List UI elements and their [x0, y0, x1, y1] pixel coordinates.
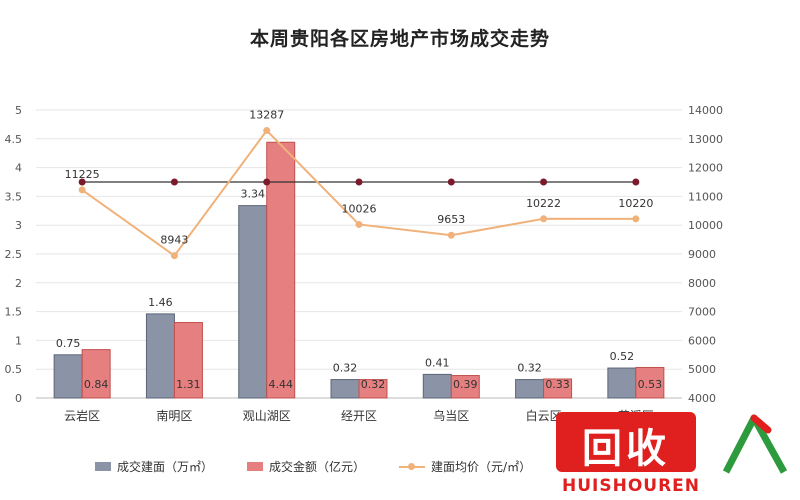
price-point — [632, 215, 640, 223]
price-label: 13287 — [249, 109, 284, 122]
bar-amount — [635, 366, 665, 399]
legend-swatch-price — [399, 462, 426, 470]
legend-label-price: 建面均价（元/㎡） — [431, 460, 532, 474]
bar-label-area: 0.41 — [425, 356, 450, 369]
legend-item-amount: 成交金额（亿元） — [247, 458, 365, 475]
bar-amount — [450, 375, 480, 399]
reference-point — [78, 178, 86, 186]
y-left-tick-label: 0.5 — [5, 363, 23, 376]
price-point — [447, 231, 455, 239]
bar-amount — [543, 378, 573, 399]
watermark-logo: 回收 HUISHOUREN — [548, 404, 800, 500]
y-left-tick-label: 1.5 — [5, 306, 23, 319]
y-right-tick-label: 4000 — [688, 392, 716, 405]
price-label: 10026 — [342, 202, 377, 215]
y-left-tick-label: 2.5 — [5, 248, 23, 261]
bar-label-area: 0.32 — [333, 362, 358, 375]
y-left-tick-label: 4.5 — [5, 133, 23, 146]
x-tick-label: 乌当区 — [433, 408, 469, 423]
bar-label-amount: 4.44 — [268, 378, 293, 391]
bar-area — [607, 367, 637, 399]
bar-area — [145, 313, 175, 399]
price-point — [355, 220, 363, 228]
legend-label-area: 成交建面（万㎡） — [117, 460, 214, 474]
logo-subtext: HUISHOUREN — [562, 476, 701, 496]
reference-point — [447, 178, 455, 186]
bar-area — [422, 373, 452, 399]
y-left-tick-label: 3.5 — [5, 190, 23, 203]
y-right-tick-label: 6000 — [688, 334, 716, 347]
bar-label-area: 0.52 — [610, 350, 635, 363]
bar-label-amount: 1.31 — [176, 378, 201, 391]
bar-label-area: 0.32 — [517, 362, 542, 375]
price-label: 10222 — [526, 197, 561, 210]
bar-label-area: 1.46 — [148, 296, 173, 309]
bar-area — [53, 354, 83, 399]
logo-badge — [556, 412, 696, 472]
bar-amount — [81, 349, 111, 399]
y-right-tick-label: 8000 — [688, 277, 716, 290]
bar-label-amount: 0.32 — [361, 378, 386, 391]
legend-swatch-area — [95, 462, 111, 471]
x-tick-label: 观山湖区 — [243, 408, 291, 423]
legend-item-price: 建面均价（元/㎡） — [399, 458, 531, 475]
y-right-tick-label: 5000 — [688, 363, 716, 376]
y-left-tick-label: 4 — [15, 162, 22, 175]
x-tick-label: 南明区 — [156, 408, 192, 423]
y-left-tick-label: 1 — [15, 334, 22, 347]
chart-plot: 0 0.5 1 1.5 2 2.5 3 3.5 4 4.5 5 4000 5000 6000 7000 800… — [5, 104, 724, 423]
price-point — [78, 186, 86, 194]
logo-text: 回收 — [582, 426, 670, 472]
price-point — [540, 215, 548, 223]
legend-swatch-amount — [247, 462, 264, 471]
bar-label-amount: 0.53 — [638, 378, 663, 391]
bar-label-amount: 0.39 — [453, 378, 478, 391]
reference-point — [632, 178, 640, 186]
y-left-tick-label: 3 — [15, 219, 22, 232]
x-tick-label: 经开区 — [341, 409, 377, 423]
chart-title: 本周贵阳各区房地产市场成交走势 — [249, 28, 550, 50]
reference-point — [263, 178, 271, 186]
bar-label-amount: 0.84 — [84, 378, 109, 391]
x-tick-label: 云岩区 — [64, 408, 100, 423]
y-left-tick-label: 0 — [15, 392, 22, 405]
x-tick-label: 白云区 — [526, 408, 562, 423]
bar-label-area: 3.34 — [240, 188, 265, 201]
y-right-tick-label: 7000 — [688, 306, 716, 319]
price-point — [263, 127, 271, 135]
logo-mark-icon — [722, 414, 788, 474]
y-right-tick-label: 9000 — [688, 248, 716, 261]
legend-label-amount: 成交金额（亿元） — [269, 460, 366, 474]
legend-item-area: 成交建面（万㎡） — [95, 458, 213, 475]
bar-label-amount: 0.33 — [545, 378, 570, 391]
reference-point — [355, 178, 363, 186]
bar-amount — [173, 322, 203, 399]
price-label: 10220 — [618, 197, 653, 210]
y-left-tick-label: 5 — [15, 104, 22, 117]
price-label: 9653 — [437, 213, 465, 226]
bar-area — [330, 379, 360, 399]
price-point — [170, 252, 178, 260]
y-right-tick-label: 13000 — [688, 133, 723, 146]
bar-area — [238, 205, 268, 399]
bar-amount — [266, 141, 296, 399]
bar-amount — [358, 379, 388, 399]
bar-area — [515, 379, 545, 399]
price-label: 8943 — [160, 234, 188, 247]
reference-point — [170, 178, 178, 186]
chart-legend: 成交建面（万㎡） 成交金额（亿元） 建面均价（元/㎡） — [95, 458, 531, 475]
bar-label-area: 0.75 — [56, 337, 81, 350]
y-right-tick-label: 14000 — [688, 104, 723, 117]
y-right-tick-label: 11000 — [688, 190, 723, 203]
price-label: 11225 — [65, 168, 100, 181]
y-left-tick-label: 2 — [15, 277, 22, 290]
y-right-tick-label: 12000 — [688, 162, 723, 175]
reference-point — [540, 178, 548, 186]
y-right-tick-label: 10000 — [688, 219, 723, 232]
